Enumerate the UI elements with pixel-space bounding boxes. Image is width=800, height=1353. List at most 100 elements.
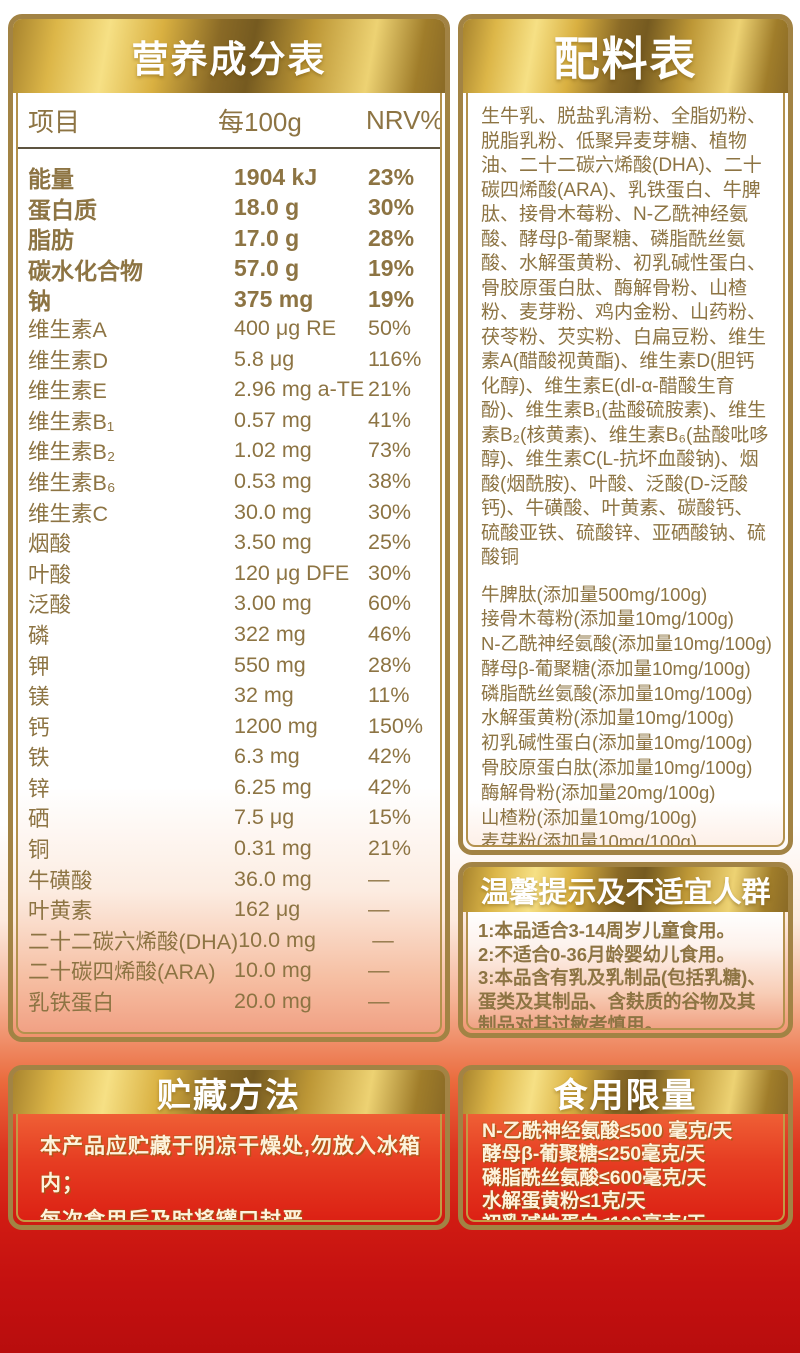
nutrition-table-header-row: 项目 每100g NRV%: [18, 93, 440, 149]
consumption-limit-line: 初乳碱性蛋白≤100毫克/天: [482, 1213, 783, 1220]
additive-amount-line: 麦芽粉(添加量10mg/100g): [481, 831, 697, 847]
nutrition-table-row: 维生素E 2.96 mg a-TE 21%: [28, 374, 434, 405]
additive-amount-line: 磷脂酰丝氨酸(添加量10mg/100g): [481, 682, 753, 704]
nutrient-name: 维生素E: [28, 379, 107, 404]
nutrient-nrv-percent: 19%: [368, 255, 415, 282]
nutrient-amount: 3.50 mg: [234, 530, 312, 555]
tips-panel-title: 温馨提示及不适宜人群: [480, 876, 771, 909]
limit-panel-body: N-乙酰神经氨酸≤500 毫克/天 酵母β-葡聚糖≤250毫克/天 磷脂酰丝氨酸…: [466, 1114, 785, 1222]
nutrition-table-row: 锌 6.25 mg 42%: [28, 772, 434, 803]
nutrient-amount: 162 μg: [234, 897, 301, 922]
nutrition-table-row: 二十碳四烯酸(ARA) 10.0 mg —: [28, 955, 434, 986]
limit-panel-header-band: 食用限量: [463, 1070, 788, 1115]
nutrient-name: 锌: [28, 776, 50, 801]
nutrient-nrv-percent: 50%: [368, 315, 412, 340]
nutrient-nrv-percent: —: [368, 897, 390, 922]
nutrient-name: 钠: [28, 288, 51, 315]
nutrient-name: 维生素D: [28, 348, 109, 373]
nutrient-nrv-percent: 42%: [368, 774, 412, 799]
nutrient-amount: 375 mg: [234, 285, 314, 312]
limit-panel-title: 食用限量: [553, 1076, 698, 1115]
nutrition-table-row: 蛋白质 18.0 g 30%: [28, 191, 434, 223]
tips-panel: 温馨提示及不适宜人群 1:本品适合3-14周岁儿童食用。 2:不适合0-36月龄…: [458, 862, 793, 1038]
nutrition-table-row: 脂肪 17.0 g 28%: [28, 221, 434, 254]
nutrient-amount: 0.53 mg: [234, 468, 312, 493]
nutrition-table-row: 泛酸 3.00 mg 60%: [28, 588, 434, 619]
nutrient-amount: 10.0 mg: [238, 927, 316, 952]
nutrient-name: 维生素A: [28, 317, 107, 342]
ingredients-list-text: 生牛乳、脱盐乳清粉、全脂奶粉、脱脂乳粉、低聚异麦芽糖、植物油、二十二碳六烯酸(D…: [481, 106, 769, 568]
additive-amount-line: 牛脾肽(添加量500mg/100g): [481, 583, 708, 605]
nutrition-table-row: 钾 550 mg 28%: [28, 650, 434, 681]
nutrient-name: 维生素B₁: [28, 409, 115, 434]
nutrient-amount: 2.96 mg a-TE: [234, 377, 365, 402]
nutrient-name: 钙: [28, 715, 50, 740]
nutrition-table-row: 叶黄素 162 μg —: [28, 894, 434, 925]
nutrient-nrv-percent: —: [372, 927, 394, 952]
nutrient-name: 钾: [28, 654, 50, 679]
additive-amount-line: 接骨木莓粉(添加量10mg/100g): [481, 608, 734, 630]
storage-instruction-line: 每次食用后及时将罐口封严: [40, 1209, 304, 1222]
nutrient-nrv-percent: —: [368, 958, 390, 983]
nutrient-amount: 30.0 mg: [234, 499, 312, 524]
nutrition-table-row: 叶酸 120 μg DFE 30%: [28, 558, 434, 589]
nutrition-panel-title: 营养成分表: [131, 39, 327, 80]
tip-line: 2:不适合0-36月龄婴幼儿食用。: [478, 943, 735, 965]
nutrient-nrv-percent: 28%: [368, 652, 412, 677]
nutrient-nrv-percent: 30%: [368, 560, 412, 585]
nutrient-nrv-percent: 21%: [368, 377, 412, 402]
nutrient-amount: 17.0 g: [234, 224, 300, 251]
storage-method-panel: 贮藏方法 本产品应贮藏于阴凉干燥处,勿放入冰箱内； 每次食用后及时将罐口封严 开…: [8, 1065, 450, 1230]
nutrition-table-body: 能量 1904 kJ 23% 蛋白质 18.0 g 30% 脂肪 17.0 g …: [18, 149, 440, 1017]
nutrient-nrv-percent: 150%: [368, 713, 423, 738]
nutrient-name: 磷: [28, 623, 50, 648]
nutrition-table-row: 维生素B₁ 0.57 mg 41%: [28, 405, 434, 436]
additive-amount-line: 初乳碱性蛋白(添加量10mg/100g): [481, 732, 753, 754]
nutrition-table-row: 钙 1200 mg 150%: [28, 711, 434, 742]
nutrient-nrv-percent: 46%: [368, 621, 412, 646]
nutrition-table-row: 钠 375 mg 19%: [28, 282, 434, 315]
ingredients-panel: 配料表 生牛乳、脱盐乳清粉、全脂奶粉、脱脂乳粉、低聚异麦芽糖、植物油、二十二碳六…: [458, 14, 793, 855]
nutrition-panel-body: 项目 每100g NRV% 能量 1904 kJ 23% 蛋白质 18.0 g …: [16, 93, 442, 1034]
nutrient-nrv-percent: 25%: [368, 530, 412, 555]
nutrient-amount: 1200 mg: [234, 713, 318, 738]
nutrient-nrv-percent: 21%: [368, 836, 412, 861]
nutrient-amount: 32 mg: [234, 683, 294, 708]
storage-panel-title: 贮藏方法: [157, 1076, 301, 1115]
nutrient-name: 蛋白质: [28, 196, 97, 223]
nutrient-amount: 18.0 g: [234, 194, 300, 221]
nutrition-table-row: 二十二碳六烯酸(DHA) 10.0 mg —: [28, 925, 434, 956]
nutrient-amount: 1904 kJ: [234, 163, 318, 190]
nutrition-facts-panel: 营养成分表 项目 每100g NRV% 能量 1904 kJ 23% 蛋白质 1…: [8, 14, 450, 1042]
nutrition-table-row: 乳铁蛋白 20.0 mg —: [28, 986, 434, 1017]
nutrient-amount: 20.0 mg: [234, 989, 312, 1014]
nutrition-table-row: 烟酸 3.50 mg 25%: [28, 527, 434, 558]
nutrient-name: 镁: [28, 685, 50, 710]
consumption-limit-line: 磷脂酰丝氨酸≤600毫克/天: [482, 1166, 707, 1189]
nutrition-table-row: 维生素B₂ 1.02 mg 73%: [28, 435, 434, 466]
consumption-limit-panel: 食用限量 N-乙酰神经氨酸≤500 毫克/天 酵母β-葡聚糖≤250毫克/天 磷…: [458, 1065, 793, 1230]
nutrient-nrv-percent: 60%: [368, 591, 412, 616]
nutrient-name: 维生素C: [28, 501, 109, 526]
column-header-per100g: 每100g: [218, 106, 302, 137]
tip-line: 3:本品含有乳及乳制品(包括乳糖)、蛋类及其制品、含麸质的谷物及其制品对其过敏者…: [478, 967, 766, 1030]
nutrient-amount: 6.25 mg: [234, 774, 312, 799]
nutrient-nrv-percent: 30%: [368, 499, 412, 524]
column-header-item: 项目: [28, 106, 81, 137]
nutrient-name: 能量: [28, 166, 74, 192]
nutrient-nrv-percent: 38%: [368, 468, 412, 493]
ingredients-panel-header-band: 配料表: [463, 19, 788, 93]
consumption-limit-line: 水解蛋黄粉≤1克/天: [482, 1189, 646, 1212]
tips-panel-body: 1:本品适合3-14周岁儿童食用。 2:不适合0-36月龄婴幼儿食用。 3:本品…: [466, 912, 785, 1030]
nutrient-nrv-percent: 15%: [368, 805, 412, 830]
nutrient-nrv-percent: 11%: [368, 683, 410, 708]
nutrient-name: 二十碳四烯酸(ARA): [28, 960, 216, 985]
nutrient-amount: 550 mg: [234, 652, 306, 677]
nutrition-table-row: 维生素A 400 μg RE 50%: [28, 313, 434, 344]
additive-amounts-list: 牛脾肽(添加量500mg/100g) 接骨木莓粉(添加量10mg/100g) N…: [481, 583, 772, 847]
nutrition-table-row: 能量 1904 kJ 23%: [28, 160, 434, 193]
nutrient-name: 维生素B₆: [28, 470, 116, 495]
consumption-limit-line: 酵母β-葡聚糖≤250毫克/天: [482, 1143, 706, 1166]
nutrient-name: 碳水化合物: [28, 257, 143, 284]
nutrient-amount: 36.0 mg: [234, 866, 312, 891]
